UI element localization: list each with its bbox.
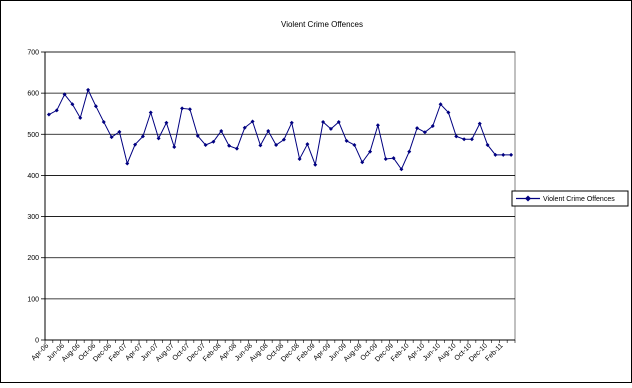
y-tick-label: 300 <box>27 214 39 221</box>
plot-area <box>44 51 516 341</box>
data-point <box>258 143 263 148</box>
data-point <box>415 126 420 131</box>
data-point <box>352 142 357 147</box>
data-point <box>78 115 83 120</box>
data-point <box>250 119 255 124</box>
data-point <box>305 142 310 147</box>
legend-label: Violent Crime Offences <box>543 196 615 203</box>
legend-box <box>511 190 629 207</box>
data-point <box>180 106 185 111</box>
data-point <box>383 156 388 161</box>
y-tick-label: 400 <box>27 173 39 180</box>
y-tick-label: 600 <box>27 91 39 98</box>
data-point <box>368 149 373 154</box>
data-point <box>438 102 443 107</box>
legend: Violent Crime Offences <box>511 190 629 207</box>
data-point <box>62 92 67 97</box>
data-point <box>54 108 59 113</box>
data-point <box>234 146 239 151</box>
data-point <box>407 149 412 154</box>
data-point <box>344 138 349 143</box>
chart-title: Violent Crime Offences <box>281 20 363 29</box>
data-point <box>140 134 145 139</box>
data-point <box>70 102 75 107</box>
series-group <box>46 87 514 172</box>
data-point <box>93 104 98 109</box>
data-point <box>485 142 490 147</box>
data-point <box>328 126 333 131</box>
data-point <box>109 135 114 140</box>
data-point <box>360 160 365 165</box>
data-point <box>133 142 138 147</box>
data-point <box>86 87 91 92</box>
data-point <box>211 139 216 144</box>
legend-marker <box>525 195 531 202</box>
y-tick-label: 0 <box>35 338 39 345</box>
data-point <box>117 129 122 134</box>
data-point <box>274 142 279 147</box>
y-tick-label: 700 <box>27 50 39 57</box>
data-point <box>101 119 106 124</box>
data-point <box>469 137 474 142</box>
data-point <box>172 145 177 150</box>
data-point <box>46 112 51 117</box>
data-point <box>148 110 153 115</box>
data-point <box>227 143 232 148</box>
data-point <box>297 156 302 161</box>
data-point <box>266 128 271 133</box>
data-point <box>501 152 506 157</box>
data-point <box>391 156 396 161</box>
data-point <box>422 130 427 135</box>
data-point <box>164 120 169 125</box>
data-point <box>321 119 326 124</box>
data-point <box>125 161 130 166</box>
data-point <box>509 152 514 157</box>
gridlines <box>45 51 515 300</box>
data-point <box>336 119 341 124</box>
data-point <box>493 152 498 157</box>
data-point <box>203 142 208 147</box>
data-point <box>187 107 192 112</box>
y-tick-label: 100 <box>27 296 39 303</box>
data-point <box>281 137 286 142</box>
data-point <box>313 162 318 167</box>
data-point <box>399 167 404 172</box>
data-point <box>454 134 459 139</box>
data-point <box>219 128 224 133</box>
y-axis: 0 100 200 300 400 500 600 700 <box>27 50 46 345</box>
data-point <box>375 123 380 128</box>
y-tick-label: 500 <box>27 132 39 139</box>
data-point <box>242 125 247 130</box>
data-point <box>430 124 435 129</box>
data-point <box>195 133 200 138</box>
data-point <box>477 121 482 126</box>
y-tick-label: 200 <box>27 255 39 262</box>
data-point <box>462 137 467 142</box>
series-line <box>48 88 512 171</box>
data-point <box>289 120 294 125</box>
data-point <box>446 110 451 115</box>
data-point <box>156 136 161 141</box>
